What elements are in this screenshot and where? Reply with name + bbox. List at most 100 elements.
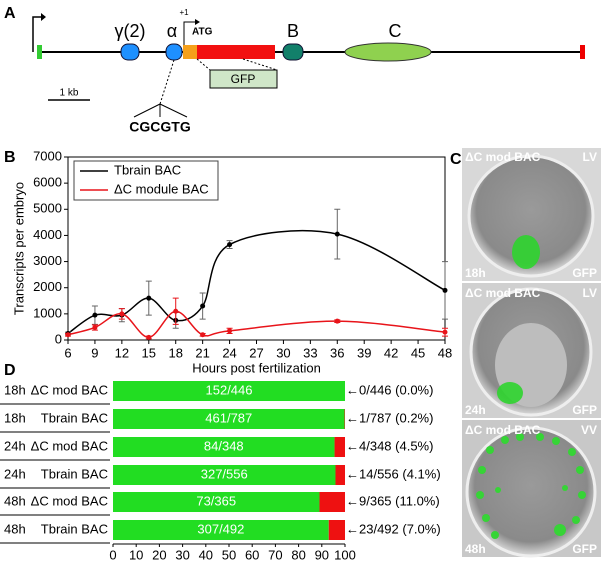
point [200,332,206,338]
y-tick-label: 5000 [33,201,62,216]
gfp-signal [512,235,540,269]
time: 24h [465,403,486,417]
inside-label: 73/365 [196,493,236,508]
time-label: 24h [4,438,26,453]
gfp-signal [497,382,523,404]
point [227,242,233,248]
point [92,312,98,318]
exon-orange [183,45,197,59]
view: LV [583,286,597,300]
point [334,318,340,324]
point [442,287,448,293]
time-label: 48h [4,493,26,508]
inside-label: 461/787 [205,410,252,425]
module-c [344,42,432,62]
point [92,324,98,330]
y-tick-label: 2000 [33,279,62,294]
x-tick-label: 27 [249,345,263,360]
tss-label: +1 [179,8,189,17]
gfp-label: GFP [231,72,256,86]
x-tick-label: 12 [115,345,129,360]
y-tick-label: 7000 [33,148,62,163]
module-label: α [167,21,177,41]
motif: CGCGTG [129,119,191,135]
inside-label: 152/446 [206,382,253,397]
y-axis-label: Transcripts per embryo [11,182,26,315]
y-tick-label: 4000 [33,227,62,242]
module-label: C [389,21,402,41]
x-tick-label: 30 [276,345,290,360]
tss-arrow [183,21,197,52]
channel: GFP [572,542,597,556]
panel-c: C ΔC mod BAC LV 18h GFP ΔC mod BAC LV 24… [450,148,601,558]
module-label: B [287,21,299,41]
atg-label: ATG [192,27,213,38]
x-tick-label: 40 [199,547,213,562]
inside-label: 84/348 [204,438,244,453]
point [119,311,125,317]
module-label: γ(2) [115,21,146,41]
category-label: ΔC mod BAC [31,493,108,508]
panel-label: C [450,151,462,168]
point [65,332,71,338]
series-line [67,310,446,339]
x-tick-label: 10 [129,547,143,562]
panel-label: D [4,362,16,379]
tss-head [195,19,200,25]
module-gamma [120,43,140,61]
channel: GFP [572,403,597,417]
x-tick-label: 36 [330,345,344,360]
end-right [580,45,585,59]
panel-label: A [4,5,16,22]
bar-segment [113,465,336,485]
x-tick-label: 80 [291,547,305,562]
x-tick-label: 20 [152,547,166,562]
bar-segment [113,381,345,401]
x-tick-label: 70 [268,547,282,562]
bar-segment [113,520,329,540]
scale-label: 1 kb [60,88,79,99]
legend-box [73,160,219,201]
time-label: 24h [4,466,26,481]
x-tick-label: 33 [303,345,317,360]
y-tick-label: 1000 [33,305,62,320]
motif-lines [133,103,188,118]
module-b [282,43,304,61]
y-tick-label: 0 [55,331,62,346]
point [173,308,179,314]
end-left [37,45,42,59]
legend-label: ΔC module BAC [114,181,209,196]
bar-segment [335,465,345,485]
x-tick-label: 30 [175,547,189,562]
x-tick-label: 0 [109,547,116,562]
x-tick-label: 39 [357,345,371,360]
right-label: ←9/365 (11.0%) [346,493,440,508]
bar-segment [113,409,345,429]
x-tick-label: 42 [384,345,398,360]
labels: ΔC mod BAC LV 18h GFP ΔC mod BAC LV 24h … [465,150,597,556]
embryo [465,426,597,558]
right-label: ←23/492 (7.0%) [346,521,441,536]
bar-segment [113,437,335,457]
legend-label: Tbrain BAC [114,162,181,177]
series-line [67,230,446,335]
x-tick-label: 6 [64,345,71,360]
x-tick-label: 90 [315,547,329,562]
panel-label: B [4,149,16,166]
point [227,328,233,334]
x-tick-label: 100 [334,547,356,562]
time-label: 48h [4,521,26,536]
construct: ΔC mod BAC [465,286,541,300]
bar-segment [328,520,345,540]
point [146,295,152,301]
dash [242,58,278,71]
x-axis-label: Hours post fertilization [192,360,321,375]
view: VV [581,423,597,437]
category-label: Tbrain BAC [41,521,108,536]
y-tick-label: 3000 [33,253,62,268]
point [442,329,448,335]
x-tick-label: 21 [195,345,209,360]
right-label: ←1/787 (0.2%) [346,410,433,425]
x-tick-label: 24 [222,345,236,360]
